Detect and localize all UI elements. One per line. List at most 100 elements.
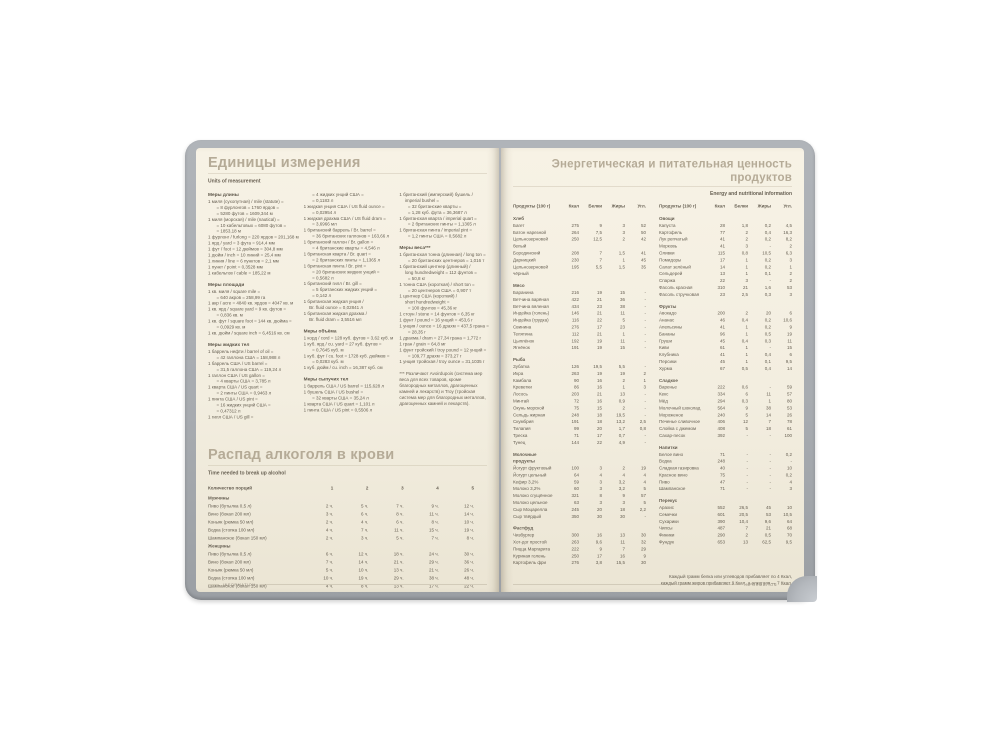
right-page: Энергетическая и питательная ценность пр… [501,148,804,592]
food-row-label: Лосось [513,391,528,397]
food-row: Ветчина варёная 422 21 36 - [513,296,646,303]
food-row: Индейка (голень) 146 21 11 - [513,310,646,317]
food-group-row: Напитки [659,444,792,451]
food-value: 422 [571,296,579,302]
alcohol-value: 29 ч. [393,575,404,581]
food-row-label: Баранина [513,289,534,295]
alcohol-row: Пиво (бутылка 0,5 л) 6 ч. 12 ч. 18 ч. 24 ч. 3… [208,550,487,558]
food-row: Фасоль красная 310 21 1,6 53 [659,284,792,291]
food-value: 0,1 [764,358,771,364]
food-group-row: Хлеб [513,216,646,223]
food-row: Кекс 334 6 11 57 [659,391,792,398]
food-value: 17 [596,324,602,330]
food-row: Телятина 112 21 1 - [513,331,646,338]
alcohol-value: 7 ч. [431,535,439,541]
food-value: - [644,363,647,369]
food-value: 0,3 [741,398,748,404]
food-value: 30 [619,513,625,519]
food-value: 2,5 [741,291,748,297]
food-value: - [769,243,772,249]
food-value: 10,4 [739,518,748,524]
food-value: - [746,465,749,471]
food-value: 0,2 [764,222,771,228]
food-row-label: Пиво [659,479,670,485]
food-value: 11 [620,310,625,316]
food-value: - [746,472,749,478]
food-value: 32 [640,539,646,545]
food-value: - [769,432,772,438]
food-row: Шампанское 71 - - 3 [659,486,792,493]
left-page-footer: INFORMATION [208,583,487,587]
food-value: - [769,278,772,284]
food-row-label: Водка [659,458,672,464]
food-value: 57 [786,391,792,397]
food-value: 53 [765,511,771,517]
food-row: Чизбургер 300 16 13 30 [513,532,646,539]
food-value: - [644,338,647,344]
food-value: 1,5 [618,264,625,270]
food-value: 334 [717,391,725,397]
food-row: Картофель фри 276 3,8 15,5 30 [513,560,646,567]
food-value: 10,5 [762,250,771,256]
food-row: Молочный шоколад 564 9 38 53 [659,405,792,412]
food-value: 263 [571,539,579,545]
food-group-name: Овощи [659,216,675,221]
food-value: 2 [789,243,792,249]
alcohol-value: 5 ч. [396,535,404,541]
unit-line: 1 куб. фут / cu. foot = 1728 куб. дюймов… [303,353,390,359]
food-value: 10,5 [783,511,792,517]
food-value: 191 [571,419,579,425]
food-group-name: Перекус [659,498,678,504]
alcohol-value: 2 ч. [325,535,334,541]
unit-line: = 4 британские кварты = 4,546 л [312,245,380,251]
food-row: Сельдерей 13 1 0,1 2 [659,271,792,278]
unit-line: 1 кабельтов / cable = 185,22 м [208,270,271,276]
food-value: 11 [787,338,792,344]
food-value: 35 [640,264,646,270]
food-value: 8 [599,493,602,499]
food-value: 264 [571,229,579,235]
alcohol-value: 6 ч. [396,519,404,525]
unit-line: 1 куб. дюйм / cu. inch = 16,387 куб. см [303,365,383,371]
food-value: 13 [719,271,725,277]
food-value: 13 [619,532,625,538]
food-row: Тунец 144 22 4,9 - [513,439,646,446]
food-row: Салат зелёный 14 1 0,2 1 [659,264,792,271]
food-value: 61 [786,426,792,432]
food-value: 0,2 [785,451,792,457]
unit-line: 1 британский баррель / Br. barrel = [303,227,376,233]
food-value: 9,6 [595,539,602,545]
food-value: 487 [717,525,725,531]
nutrition-section: Энергетическая и питательная ценность пр… [513,155,792,592]
food-row: Семечки 601 20,5 53 10,5 [659,511,792,518]
food-row-label: Цельнозерновой чёрный [513,264,548,277]
food-value: - [644,296,647,302]
alcohol-value: 10 ч. [323,575,334,581]
food-value: 45 [640,257,646,263]
food-value: 22 [719,278,725,284]
food-row: Дарницкий 230 7 1 45 [513,257,646,264]
alcohol-value: 4 ч. [325,527,334,533]
food-value: 1 [745,331,748,337]
food-row: Багет 275 9 3 52 [513,222,646,229]
food-value: 64 [786,518,792,524]
food-value: 13,2 [616,419,625,425]
food-value: 0,5 [764,532,771,538]
food-value: 2 [622,465,625,471]
food-row-label: Бананы [659,331,676,337]
food-value: 6 [745,391,748,397]
food-row: Персики 45 1 0,1 9,5 [659,358,792,365]
unit-line: 1 унция тройская / troy ounce = 31,1035 … [399,359,485,365]
unit-line: 1 фут / foot = 12 дюймов = 304,8 мм [208,246,283,252]
food-group-name: Молочные продукты [513,451,537,464]
food-value: 0,8 [639,426,646,432]
food-group-name: Фастфуд [513,525,534,531]
food-row-label: Цыплёнок [513,338,535,344]
food-value: - [790,458,793,464]
food-group-row: Перекус [659,498,792,505]
footer-dash [781,584,792,585]
units-section-heading: Меры площади [208,281,245,288]
food-header-row: Продукты (100 г) Ккал Белки Жиры Угл. [513,202,646,211]
food-value: 3 [599,500,602,506]
